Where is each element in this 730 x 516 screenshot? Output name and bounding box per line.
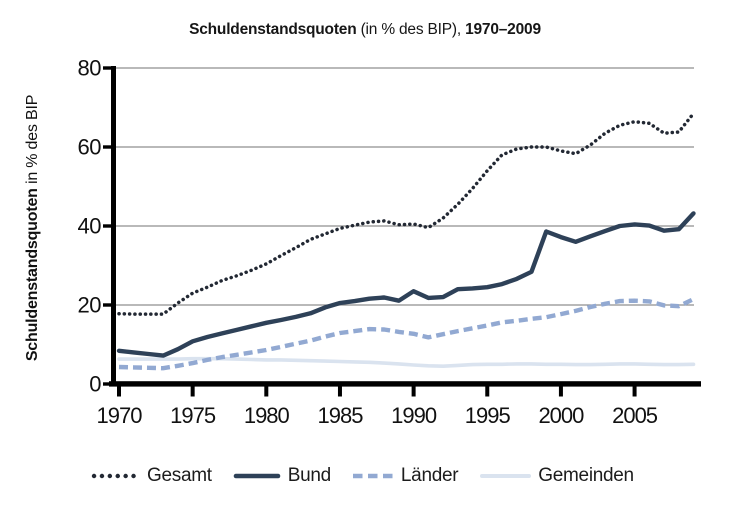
chart-title-sub: (in % des BIP), <box>356 21 466 38</box>
y-tick <box>103 382 111 386</box>
plot-area: 1970 1975 1980 1985 1990 1995 2000 2005 0 20 40 60 8… <box>78 56 701 428</box>
x-tick-label: 1980 <box>244 403 290 428</box>
y-tick-label: 20 <box>78 293 102 318</box>
x-tick <box>632 386 637 397</box>
x-tick <box>264 386 269 397</box>
x-tick <box>411 386 416 397</box>
chart-title-years: 1970–2009 <box>465 21 541 38</box>
x-tick-label: 1985 <box>317 403 363 428</box>
x-tick <box>117 386 121 397</box>
series-line-gemeinden <box>117 356 696 369</box>
x-tick <box>337 386 342 397</box>
chart-title-main: Schuldenstandsquoten <box>189 21 357 38</box>
gemeinden-light-line-swatch <box>480 474 532 478</box>
legend: Gesamt Bund Länder Gemeinden <box>90 461 655 491</box>
legend-item-gesamt: Gesamt <box>90 465 212 487</box>
x-axis-line <box>109 381 701 387</box>
x-tick-label: 1970 <box>97 403 143 428</box>
x-tick-label: 2005 <box>612 403 658 428</box>
y-tick <box>103 303 111 307</box>
x-tick-label: 1975 <box>170 403 216 428</box>
series-line-gesamt <box>117 111 696 316</box>
legend-label-gesamt: Gesamt <box>147 465 212 486</box>
legend-item-bund: Bund <box>233 465 331 487</box>
x-tick-label: 1995 <box>465 403 511 428</box>
y-tick <box>103 66 111 70</box>
x-tick <box>190 386 195 397</box>
bund-solid-line-swatch <box>233 473 281 479</box>
laender-dashed-line-swatch <box>352 473 393 479</box>
legend-label-gemeinden: Gemeinden <box>538 465 634 486</box>
y-tick <box>103 224 111 228</box>
y-tick-label: 80 <box>78 56 102 81</box>
chart-title: Schuldenstandsquoten (in % des BIP), 197… <box>0 21 730 39</box>
legend-item-gemeinden: Gemeinden <box>479 465 634 487</box>
x-tick-label: 2000 <box>538 403 584 428</box>
y-tick-label: 60 <box>78 135 102 160</box>
legend-label-bund: Bund <box>287 465 331 486</box>
x-tick-label: 1990 <box>391 403 437 428</box>
x-tick <box>558 386 563 397</box>
y-tick-label: 40 <box>78 214 102 239</box>
y-tick <box>103 145 111 149</box>
series-line-bund <box>116 211 696 358</box>
gesamt-dotted-line-swatch <box>91 473 140 479</box>
legend-item-laender: Länder <box>352 465 459 487</box>
y-axis-line <box>111 66 116 386</box>
legend-label-laender: Länder <box>400 465 459 486</box>
y-tick-label: 0 <box>89 372 101 397</box>
x-tick <box>485 386 490 397</box>
